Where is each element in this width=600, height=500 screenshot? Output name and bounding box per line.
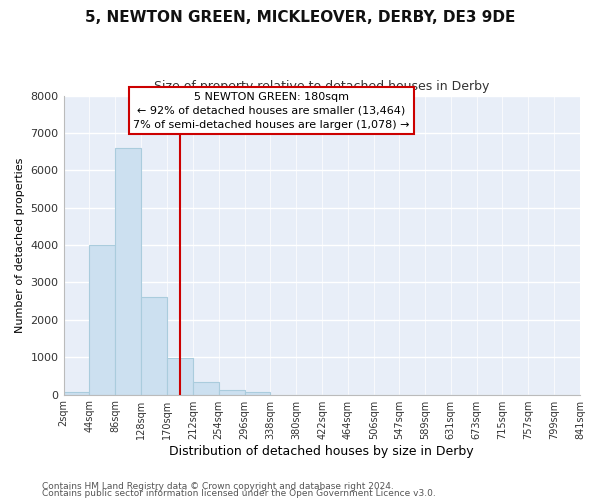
Text: Contains HM Land Registry data © Crown copyright and database right 2024.: Contains HM Land Registry data © Crown c… <box>42 482 394 491</box>
Bar <box>245 392 271 394</box>
Bar <box>167 358 193 395</box>
Bar <box>218 390 245 394</box>
Bar <box>89 245 115 394</box>
Text: 5 NEWTON GREEN: 180sqm
← 92% of detached houses are smaller (13,464)
7% of semi-: 5 NEWTON GREEN: 180sqm ← 92% of detached… <box>133 92 410 130</box>
X-axis label: Distribution of detached houses by size in Derby: Distribution of detached houses by size … <box>169 444 474 458</box>
Bar <box>193 382 218 394</box>
Bar <box>115 148 141 394</box>
Y-axis label: Number of detached properties: Number of detached properties <box>15 158 25 333</box>
Text: 5, NEWTON GREEN, MICKLEOVER, DERBY, DE3 9DE: 5, NEWTON GREEN, MICKLEOVER, DERBY, DE3 … <box>85 10 515 25</box>
Bar <box>64 392 89 394</box>
Bar <box>141 298 167 394</box>
Title: Size of property relative to detached houses in Derby: Size of property relative to detached ho… <box>154 80 490 93</box>
Text: Contains public sector information licensed under the Open Government Licence v3: Contains public sector information licen… <box>42 490 436 498</box>
